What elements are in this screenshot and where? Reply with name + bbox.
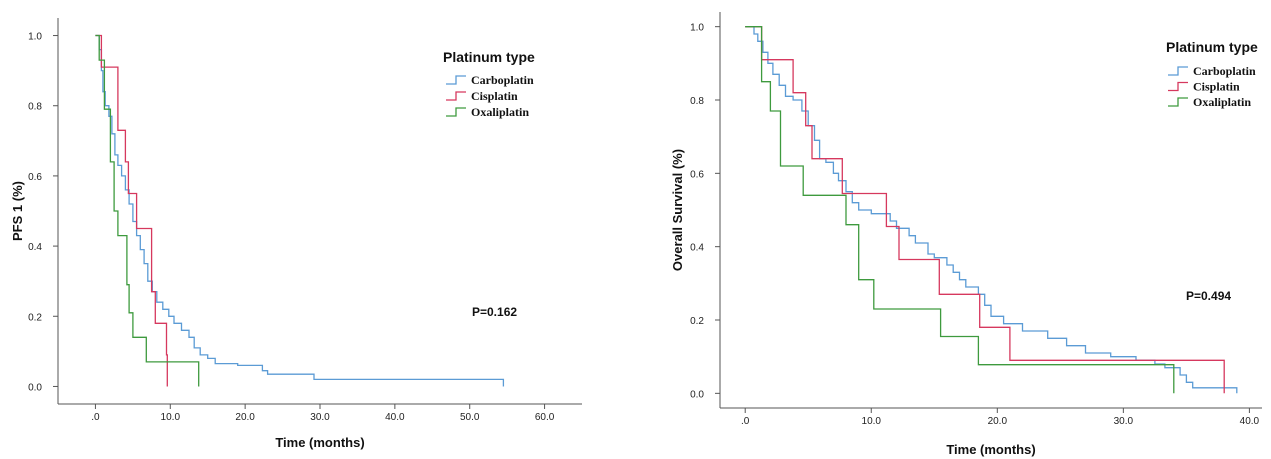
legend-label-cisplatin: Cisplatin — [471, 89, 518, 103]
legend-swatch-carboplatin — [1168, 66, 1188, 76]
x-tick-label: 10.0 — [862, 416, 882, 427]
series-line-carboplatin — [95, 34, 505, 387]
p-value-annotation: P=0.494 — [1186, 289, 1231, 303]
y-tick-label: 0.2 — [690, 316, 704, 327]
chart-pfs: 0.0 0.2 0.4 0.6 0.8 1.0 .0 10.0 20.0 30.0 40.0 50.0… — [10, 18, 582, 450]
legend-swatch-carboplatin — [446, 75, 466, 85]
legend-label-oxaliplatin: Oxaliplatin — [1193, 95, 1251, 109]
x-tick-label: 20.0 — [235, 412, 255, 423]
chart-overall-survival: 0.0 0.2 0.4 0.6 0.8 1.0 .0 10.0 20.0 30.0 40.0 Time… — [670, 12, 1262, 457]
x-tick-label: 40.0 — [385, 412, 405, 423]
legend-label-oxaliplatin: Oxaliplatin — [471, 105, 529, 119]
legend-label-carboplatin: Carboplatin — [471, 73, 534, 87]
x-tick-label: 10.0 — [161, 412, 181, 423]
y-tick-label: 1.0 — [28, 32, 42, 43]
legend-label-carboplatin: Carboplatin — [1193, 64, 1256, 78]
p-value-annotation: P=0.162 — [472, 305, 517, 319]
legend-swatch-cisplatin — [446, 91, 466, 101]
y-tick-label: 0.0 — [690, 389, 704, 400]
y-tick-label: 0.4 — [690, 243, 704, 254]
y-tick-label: 1.0 — [690, 23, 704, 34]
legend-swatch-cisplatin — [1168, 81, 1188, 92]
x-tick-label: 50.0 — [460, 412, 480, 423]
legend-label-cisplatin: Cisplatin — [1193, 80, 1240, 94]
series-line-oxaliplatin — [745, 26, 1175, 394]
y-tick-label: 0.6 — [690, 169, 704, 180]
legend-swatch-oxaliplatin — [1168, 97, 1188, 107]
x-tick-label: 30.0 — [1114, 416, 1134, 427]
y-axis-label: PFS 1 (%) — [10, 181, 25, 241]
y-tick-label: 0.8 — [690, 96, 704, 107]
legend-title: Platinum type — [443, 49, 535, 65]
series-line-cisplatin — [745, 26, 1225, 394]
legend-swatch-oxaliplatin — [446, 107, 466, 117]
x-axis-label: Time (months) — [275, 435, 364, 450]
x-tick-label: .0 — [741, 416, 750, 427]
series-line-cisplatin — [95, 34, 168, 387]
y-tick-label: 0.0 — [28, 382, 42, 393]
x-tick-label: .0 — [91, 412, 100, 423]
series-line-carboplatin — [745, 26, 1238, 394]
x-tick-label: 30.0 — [310, 412, 330, 423]
y-tick-label: 0.8 — [28, 102, 42, 113]
legend-title: Platinum type — [1166, 39, 1258, 55]
y-tick-label: 0.2 — [28, 312, 42, 323]
x-tick-label: 20.0 — [988, 416, 1008, 427]
x-tick-label: 60.0 — [535, 412, 555, 423]
x-axis-label: Time (months) — [946, 442, 1035, 457]
y-tick-label: 0.6 — [28, 172, 42, 183]
series-line-oxaliplatin — [95, 34, 200, 387]
y-axis-label: Overall Survival (%) — [670, 149, 685, 271]
x-tick-label: 40.0 — [1240, 416, 1260, 427]
y-tick-label: 0.4 — [28, 242, 42, 253]
